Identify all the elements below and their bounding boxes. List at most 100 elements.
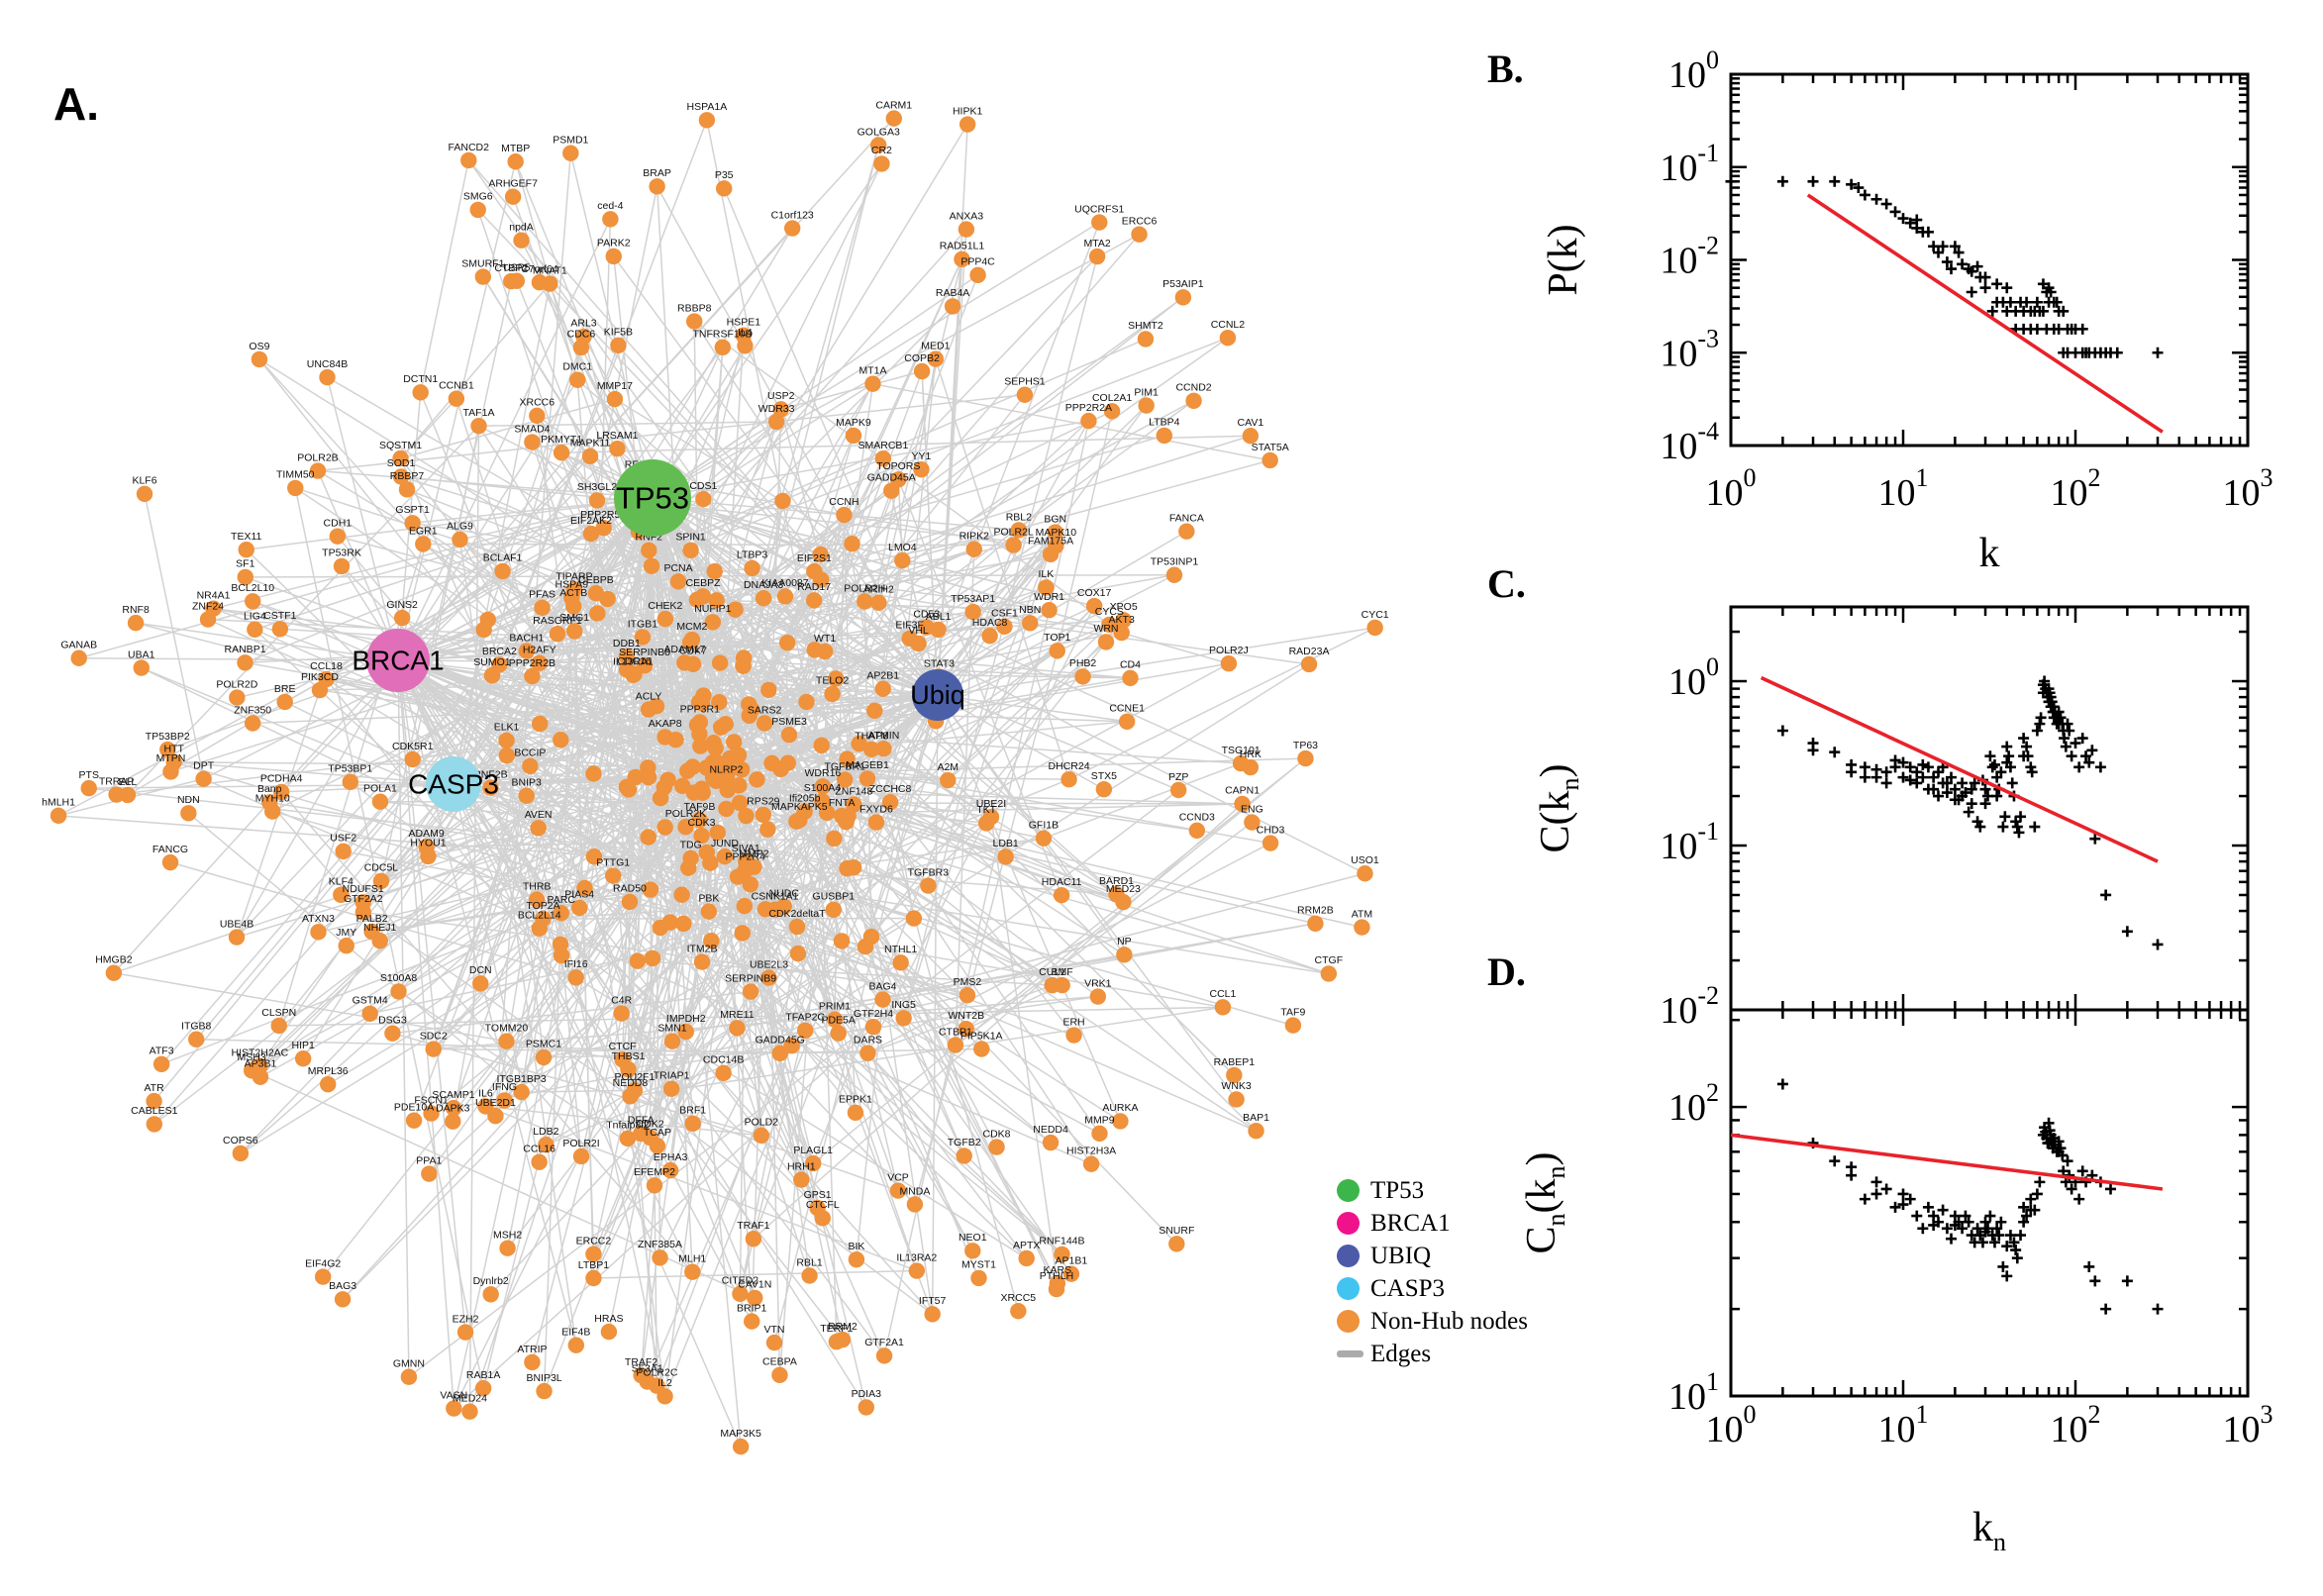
gene-label: PRIM1 [819, 1000, 851, 1012]
edge [702, 498, 717, 762]
gene-label: ADAM9 [408, 828, 444, 840]
edge [841, 405, 1148, 817]
data-point-marker [2089, 833, 2101, 845]
gene-node [1242, 428, 1260, 445]
data-point-marker [2055, 1143, 2067, 1154]
gene-node [755, 806, 772, 824]
gene-node [736, 897, 754, 915]
gene-node [839, 750, 856, 767]
gene-node [532, 715, 549, 733]
gene-label: PPA1 [416, 1154, 442, 1166]
edge [614, 398, 853, 545]
gene-label: BRE [274, 683, 296, 695]
gene-label: EFEMP2 [634, 1166, 675, 1178]
hub-node-ubiq [912, 669, 963, 721]
gene-label: Banp [257, 783, 282, 795]
gene-label: BARD1 [1099, 875, 1134, 887]
gene-label: PPP3R1 [680, 703, 720, 715]
data-point-marker [1995, 766, 2007, 778]
gene-label: EIF2AK2 [570, 515, 612, 527]
edge [596, 219, 612, 614]
gene-node [1165, 566, 1183, 583]
fit-line [1760, 675, 2159, 863]
data-point-marker [1922, 226, 1934, 238]
y-tick-label: 10-3 [1660, 324, 1719, 374]
gene-label: TOPORS [876, 460, 920, 472]
gene-label: HIST2H2AC [231, 1047, 288, 1059]
gene-label: GPS1 [804, 1189, 832, 1201]
gene-node [247, 621, 263, 639]
gene-node [270, 1017, 287, 1035]
gene-label: EIF2S1 [797, 552, 832, 564]
gene-node [634, 629, 652, 646]
gene-label: BAG4 [869, 980, 897, 992]
gene-label: TAF9B [683, 801, 715, 813]
gene-label: PARC [548, 894, 576, 906]
gene-label: SMG1 [559, 612, 589, 624]
edge [113, 659, 399, 974]
edge [659, 927, 1062, 1255]
edge [593, 1269, 917, 1279]
gene-node [412, 384, 429, 401]
gene-node [719, 781, 736, 799]
gene-label: BGN [1044, 513, 1066, 525]
y-tick-label: 10-1 [1660, 817, 1719, 867]
gene-node [534, 599, 551, 617]
data-point-marker [1725, 175, 1737, 187]
gene-node [636, 657, 654, 674]
data-point-marker [1946, 263, 1957, 275]
edge [88, 783, 454, 789]
gene-node [482, 779, 499, 796]
gene-node [371, 793, 389, 810]
gene-node [858, 1399, 874, 1416]
gene-label: MRPL36 [308, 1065, 349, 1077]
data-point-marker [2004, 296, 2016, 308]
legend-row-casp3: CASP3 [1337, 1272, 1528, 1305]
gene-node [1116, 947, 1133, 963]
edge [838, 995, 1098, 1035]
gene-node [692, 738, 709, 754]
data-point-marker [1979, 282, 1991, 294]
data-point-marker [2031, 296, 2043, 308]
gene-label: npdA [509, 222, 534, 234]
gene-label: CCND2 [1175, 382, 1211, 394]
gene-label: C7orf64 [521, 263, 558, 275]
gene-label: COL2A1 [1092, 392, 1132, 404]
edge [722, 611, 974, 774]
gene-node [718, 800, 735, 818]
edge [663, 500, 784, 1397]
gene-label: XRCC5 [1001, 1292, 1037, 1304]
gene-label: ATMIN [867, 730, 899, 742]
gene-node [1188, 822, 1206, 840]
gene-label: RAD50 [613, 883, 647, 895]
edge [735, 608, 939, 696]
gene-label: EGR1 [409, 525, 438, 537]
data-point-marker [1982, 1223, 1993, 1235]
gene-node [1284, 1017, 1302, 1034]
data-point-marker [1870, 771, 1882, 783]
gene-label: NUFIP1 [694, 603, 732, 615]
gene-label: ZCCHC8 [869, 783, 912, 795]
data-point-marker [1928, 241, 1940, 252]
gene-label: YY1 [912, 450, 932, 462]
gene-node [684, 1115, 701, 1132]
gene-label: ZNF385A [638, 1239, 682, 1250]
legend: TP53 BRCA1 UBIQ CASP3 Non-Hub nodes Edge… [1337, 1174, 1528, 1370]
gene-label: SF3A1 [632, 1362, 663, 1374]
gene-node [576, 879, 593, 897]
gene-label: BCL2L10 [231, 582, 274, 594]
data-point-marker [2073, 1193, 2085, 1205]
gene-node [518, 643, 536, 659]
data-point-marker [2001, 1270, 2013, 1282]
gene-label: SHMT2 [1128, 320, 1163, 332]
data-point-marker [1986, 305, 1998, 317]
gene-label: ILK [1038, 568, 1054, 580]
gene-label: EPHA3 [654, 1151, 688, 1163]
gene-node [833, 933, 851, 949]
hub-label-tp53: TP53 [616, 481, 689, 516]
gene-label: SMURF1 [461, 257, 504, 269]
gene-node [1112, 1113, 1129, 1130]
gene-node [940, 771, 957, 789]
data-point-marker [1870, 193, 1882, 205]
gene-node [745, 1230, 762, 1247]
